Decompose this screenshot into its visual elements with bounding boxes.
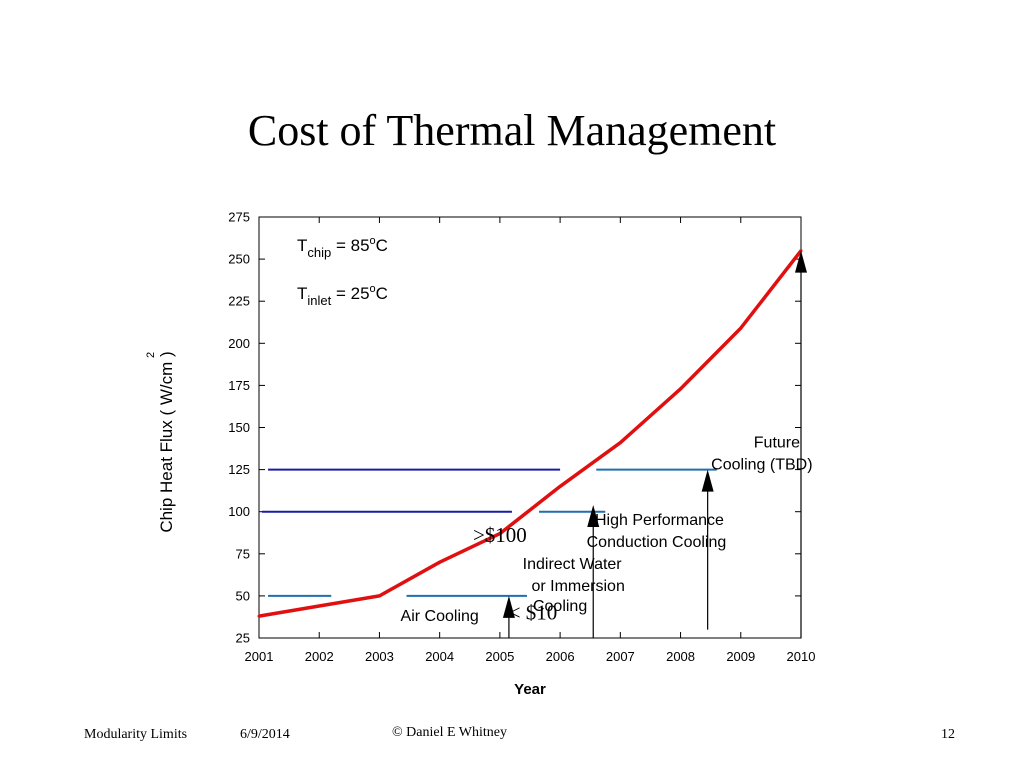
heat-flux-point bbox=[317, 604, 321, 608]
x-tick-label: 2002 bbox=[305, 649, 334, 664]
y-tick-label: 25 bbox=[236, 631, 250, 646]
y-tick-label: 75 bbox=[236, 546, 250, 561]
heat-flux-point bbox=[498, 532, 502, 536]
y-tick-label: 250 bbox=[228, 252, 250, 267]
annotation-label: Conduction Cooling bbox=[587, 534, 727, 551]
x-tick-label: 2010 bbox=[787, 649, 816, 664]
y-tick-label: 125 bbox=[228, 462, 250, 477]
heat-flux-point bbox=[739, 326, 743, 330]
annotation-label: or Immersion bbox=[531, 578, 624, 595]
footer-copyright: © Daniel E Whitney bbox=[392, 725, 507, 740]
x-tick-label: 2006 bbox=[546, 649, 575, 664]
annotation-label: Air Cooling bbox=[401, 608, 479, 625]
y-tick-label: 275 bbox=[228, 210, 250, 225]
arrow-head bbox=[795, 250, 807, 273]
y-tick-label: 100 bbox=[228, 504, 250, 519]
annotation-label: High Performance bbox=[595, 512, 724, 529]
annotation-arrows bbox=[502, 250, 807, 638]
y-tick-label: 50 bbox=[236, 588, 250, 603]
x-axis-label: Year bbox=[514, 681, 546, 698]
x-tick-label: 2005 bbox=[485, 649, 514, 664]
annotation-label: Future bbox=[754, 435, 800, 452]
x-tick-label: 2003 bbox=[365, 649, 394, 664]
x-tick-label: 2009 bbox=[726, 649, 755, 664]
y-tick-label: 150 bbox=[228, 420, 250, 435]
heat-flux-curve bbox=[257, 249, 803, 618]
slide-title: Cost of Thermal Management bbox=[247, 106, 777, 155]
footer-left: Modularity Limits bbox=[84, 727, 188, 742]
condition-label: Tchip = 85oC bbox=[297, 235, 388, 260]
x-tick-label: 2001 bbox=[245, 649, 274, 664]
heat-flux-line bbox=[258, 249, 803, 618]
y-tick-label: 225 bbox=[228, 294, 250, 309]
heat-flux-point bbox=[618, 441, 622, 445]
y-axis-label: Chip Heat Flux ( W/cm ) bbox=[157, 351, 176, 532]
page-number: 12 bbox=[941, 727, 955, 742]
heat-flux-point bbox=[377, 594, 381, 598]
annotation-texts: Tchip = 85oC Tinlet = 25oC Future Cooling (… bbox=[297, 235, 813, 625]
annotation-label: Cooling (TBD) bbox=[711, 457, 812, 474]
arrow-head bbox=[502, 595, 515, 618]
arrow-head bbox=[701, 469, 714, 492]
annotation-label: < $10 bbox=[509, 600, 558, 624]
y-tick-label: 175 bbox=[228, 378, 250, 393]
arrow-head bbox=[587, 504, 600, 527]
cooling-level-lines bbox=[262, 468, 717, 597]
x-tick-label: 2007 bbox=[606, 649, 635, 664]
heat-flux-point bbox=[438, 560, 442, 564]
axes: 25 50 75 100 125 150 175 200 225 250 275 2001 2002 20… bbox=[145, 210, 815, 699]
condition-label: Tinlet = 25oC bbox=[297, 283, 388, 308]
y-axis-label-superscript: 2 bbox=[145, 352, 157, 358]
x-tick-label: 2008 bbox=[666, 649, 695, 664]
y-tick-label: 200 bbox=[228, 336, 250, 351]
footer-date: 6/9/2014 bbox=[240, 727, 290, 742]
plot-frame bbox=[258, 216, 802, 639]
x-tick-label: 2004 bbox=[425, 649, 454, 664]
annotation-label: >$100 bbox=[473, 523, 527, 547]
heat-flux-point bbox=[679, 387, 683, 391]
annotation-label: Cooling bbox=[533, 598, 587, 615]
heat-flux-point bbox=[257, 614, 261, 618]
annotation-label: Indirect Water bbox=[523, 556, 623, 573]
heat-flux-point bbox=[558, 484, 562, 488]
